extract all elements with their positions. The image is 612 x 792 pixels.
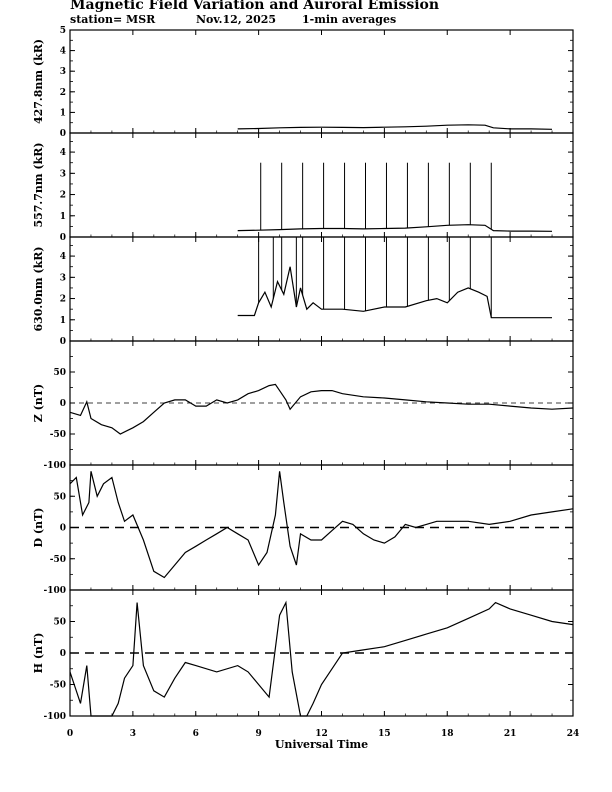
y-tick-label: -100 — [43, 461, 66, 471]
y-tick-label: 2 — [60, 295, 66, 305]
series-line — [69, 471, 574, 579]
series-line — [69, 600, 574, 717]
y-tick-label: -100 — [43, 586, 66, 596]
y-tick-label: 2 — [60, 191, 66, 201]
y-axis-label: D (nT) — [32, 508, 45, 548]
x-tick-label: 0 — [67, 729, 73, 739]
y-axis-label: 630.0nm (kR) — [32, 246, 45, 331]
y-tick-label: 3 — [60, 67, 66, 77]
y-tick-label: -50 — [50, 681, 66, 691]
y-tick-label: 5 — [60, 26, 66, 36]
date-label: Nov.12, 2025 — [196, 13, 277, 26]
panel-frame — [69, 236, 574, 342]
y-tick-label: -50 — [50, 430, 66, 440]
y-tick-label: 1 — [60, 108, 66, 118]
x-axis-label: Universal Time — [275, 738, 368, 751]
y-tick-label: 3 — [60, 169, 66, 179]
y-tick-label: 0 — [60, 233, 66, 243]
x-tick-label: 18 — [441, 729, 454, 739]
x-tick-label: 21 — [504, 729, 517, 739]
x-tick-label: 12 — [315, 729, 328, 739]
series-line — [237, 266, 552, 319]
series-line — [237, 124, 553, 130]
y-tick-label: 0 — [60, 524, 66, 534]
y-axis-label: H (nT) — [32, 633, 45, 674]
y-axis-label: Z (nT) — [32, 384, 45, 422]
panel-frame — [69, 132, 574, 238]
y-tick-label: 50 — [53, 368, 66, 378]
y-tick-label: 4 — [60, 148, 66, 158]
y-tick-label: 3 — [60, 273, 66, 283]
x-tick-label: 24 — [567, 729, 580, 739]
x-tick-label: 9 — [255, 729, 261, 739]
x-tick-label: 6 — [193, 729, 199, 739]
y-tick-label: 2 — [60, 88, 66, 98]
chart-title: Magnetic Field Variation and Auroral Emi… — [70, 0, 440, 13]
x-tick-label: 15 — [378, 729, 391, 739]
averaging-label: 1-min averages — [302, 13, 397, 26]
series-line — [237, 224, 553, 232]
y-tick-label: -100 — [43, 712, 66, 722]
y-tick-label: 50 — [53, 492, 66, 502]
y-tick-label: 0 — [60, 129, 66, 139]
y-axis-label: 427.8nm (kR) — [32, 39, 45, 124]
y-tick-label: 4 — [60, 47, 66, 57]
y-tick-label: 4 — [60, 252, 66, 262]
y-axis-label: 557.7nm (kR) — [32, 142, 45, 227]
y-tick-label: 50 — [53, 618, 66, 628]
y-tick-label: 1 — [60, 316, 66, 326]
y-tick-label: 0 — [60, 399, 66, 409]
station-label: station= MSR — [70, 13, 156, 26]
series-line — [69, 383, 574, 435]
y-tick-label: 0 — [60, 337, 66, 347]
panel-frame — [69, 29, 574, 134]
y-tick-label: -50 — [50, 555, 66, 565]
y-tick-label: 1 — [60, 212, 66, 222]
y-tick-label: 0 — [60, 649, 66, 659]
x-tick-label: 3 — [130, 729, 136, 739]
